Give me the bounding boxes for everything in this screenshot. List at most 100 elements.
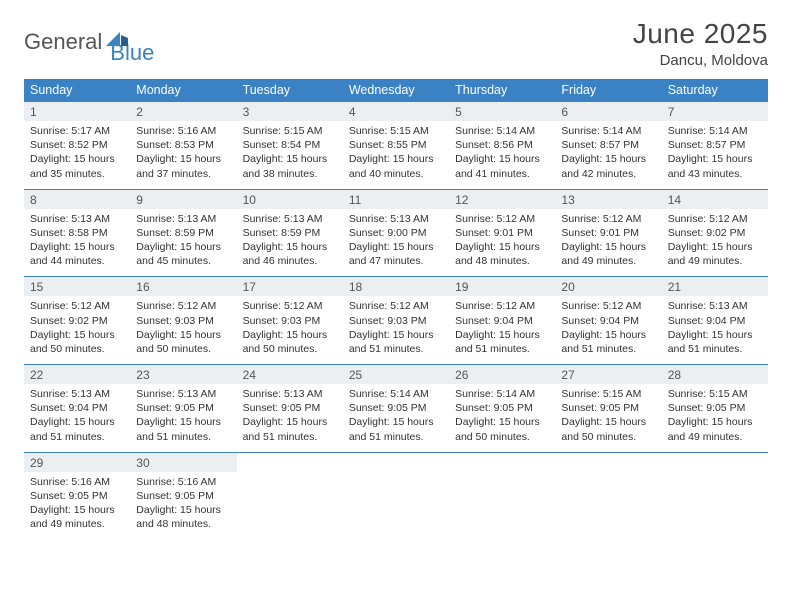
daylight-line-2: and 51 minutes.	[243, 430, 337, 444]
weekday-thursday: Thursday	[449, 79, 555, 102]
day-number-cell: 11	[343, 189, 449, 209]
day-content-cell: Sunrise: 5:12 AMSunset: 9:03 PMDaylight:…	[237, 296, 343, 364]
daylight-line-2: and 50 minutes.	[243, 342, 337, 356]
sunrise-line: Sunrise: 5:13 AM	[136, 212, 230, 226]
sunset-line: Sunset: 9:05 PM	[455, 401, 549, 415]
sunset-line: Sunset: 9:03 PM	[349, 314, 443, 328]
sunrise-line: Sunrise: 5:14 AM	[455, 124, 549, 138]
day-number-cell: 2	[130, 102, 236, 122]
day-content-cell: Sunrise: 5:13 AMSunset: 8:59 PMDaylight:…	[237, 209, 343, 277]
sunrise-line: Sunrise: 5:15 AM	[349, 124, 443, 138]
day-content-cell: Sunrise: 5:15 AMSunset: 9:05 PMDaylight:…	[555, 384, 661, 452]
daynum-row: 2930	[24, 452, 768, 472]
day-number-cell: 18	[343, 277, 449, 297]
sunrise-line: Sunrise: 5:17 AM	[30, 124, 124, 138]
sunrise-line: Sunrise: 5:13 AM	[243, 387, 337, 401]
day-content-cell: Sunrise: 5:14 AMSunset: 8:56 PMDaylight:…	[449, 121, 555, 189]
day-number-cell: 19	[449, 277, 555, 297]
sunset-line: Sunset: 9:05 PM	[136, 401, 230, 415]
daylight-line-1: Daylight: 15 hours	[243, 240, 337, 254]
sunset-line: Sunset: 8:58 PM	[30, 226, 124, 240]
sunrise-line: Sunrise: 5:14 AM	[561, 124, 655, 138]
sunrise-line: Sunrise: 5:16 AM	[30, 475, 124, 489]
content-row: Sunrise: 5:13 AMSunset: 8:58 PMDaylight:…	[24, 209, 768, 277]
daylight-line-2: and 42 minutes.	[561, 167, 655, 181]
day-content-cell: Sunrise: 5:13 AMSunset: 9:04 PMDaylight:…	[662, 296, 768, 364]
daylight-line-2: and 37 minutes.	[136, 167, 230, 181]
day-content-cell: Sunrise: 5:16 AMSunset: 9:05 PMDaylight:…	[24, 472, 130, 540]
daylight-line-1: Daylight: 15 hours	[136, 328, 230, 342]
sunrise-line: Sunrise: 5:12 AM	[136, 299, 230, 313]
sunset-line: Sunset: 8:53 PM	[136, 138, 230, 152]
sunset-line: Sunset: 9:03 PM	[243, 314, 337, 328]
day-content-cell: Sunrise: 5:13 AMSunset: 9:05 PMDaylight:…	[237, 384, 343, 452]
day-number-cell	[555, 452, 661, 472]
daylight-line-1: Daylight: 15 hours	[561, 328, 655, 342]
sunrise-line: Sunrise: 5:16 AM	[136, 475, 230, 489]
daylight-line-1: Daylight: 15 hours	[561, 240, 655, 254]
day-number-cell: 28	[662, 365, 768, 385]
sunrise-line: Sunrise: 5:12 AM	[561, 212, 655, 226]
day-content-cell: Sunrise: 5:12 AMSunset: 9:03 PMDaylight:…	[130, 296, 236, 364]
daylight-line-2: and 46 minutes.	[243, 254, 337, 268]
sunrise-line: Sunrise: 5:12 AM	[455, 212, 549, 226]
day-content-cell: Sunrise: 5:13 AMSunset: 8:58 PMDaylight:…	[24, 209, 130, 277]
sunset-line: Sunset: 8:57 PM	[668, 138, 762, 152]
day-number-cell: 13	[555, 189, 661, 209]
sunrise-line: Sunrise: 5:13 AM	[30, 212, 124, 226]
day-content-cell: Sunrise: 5:12 AMSunset: 9:03 PMDaylight:…	[343, 296, 449, 364]
day-content-cell	[343, 472, 449, 540]
day-content-cell	[555, 472, 661, 540]
day-number-cell: 24	[237, 365, 343, 385]
location-label: Dancu, Moldova	[633, 52, 768, 69]
sunset-line: Sunset: 8:55 PM	[349, 138, 443, 152]
day-number-cell: 16	[130, 277, 236, 297]
daylight-line-2: and 49 minutes.	[668, 254, 762, 268]
daylight-line-2: and 51 minutes.	[136, 430, 230, 444]
day-number-cell: 1	[24, 102, 130, 122]
daylight-line-2: and 49 minutes.	[561, 254, 655, 268]
sunset-line: Sunset: 9:04 PM	[668, 314, 762, 328]
daylight-line-2: and 49 minutes.	[30, 517, 124, 531]
sunset-line: Sunset: 9:05 PM	[561, 401, 655, 415]
daylight-line-2: and 50 minutes.	[561, 430, 655, 444]
title-block: June 2025 Dancu, Moldova	[633, 18, 768, 69]
daylight-line-1: Daylight: 15 hours	[668, 328, 762, 342]
sunset-line: Sunset: 9:04 PM	[561, 314, 655, 328]
sunrise-line: Sunrise: 5:12 AM	[349, 299, 443, 313]
day-content-cell: Sunrise: 5:12 AMSunset: 9:02 PMDaylight:…	[24, 296, 130, 364]
sunrise-line: Sunrise: 5:13 AM	[30, 387, 124, 401]
daylight-line-1: Daylight: 15 hours	[30, 328, 124, 342]
daylight-line-2: and 51 minutes.	[455, 342, 549, 356]
daylight-line-1: Daylight: 15 hours	[30, 503, 124, 517]
daylight-line-2: and 43 minutes.	[668, 167, 762, 181]
day-content-cell: Sunrise: 5:16 AMSunset: 9:05 PMDaylight:…	[130, 472, 236, 540]
day-number-cell: 20	[555, 277, 661, 297]
daylight-line-1: Daylight: 15 hours	[455, 415, 549, 429]
sunset-line: Sunset: 8:57 PM	[561, 138, 655, 152]
day-content-cell: Sunrise: 5:12 AMSunset: 9:02 PMDaylight:…	[662, 209, 768, 277]
day-content-cell: Sunrise: 5:12 AMSunset: 9:04 PMDaylight:…	[555, 296, 661, 364]
weekday-monday: Monday	[130, 79, 236, 102]
sail-icon	[106, 30, 128, 46]
sunrise-line: Sunrise: 5:12 AM	[243, 299, 337, 313]
sunrise-line: Sunrise: 5:13 AM	[349, 212, 443, 226]
sunrise-line: Sunrise: 5:15 AM	[668, 387, 762, 401]
sunrise-line: Sunrise: 5:12 AM	[561, 299, 655, 313]
sunrise-line: Sunrise: 5:15 AM	[243, 124, 337, 138]
weekday-saturday: Saturday	[662, 79, 768, 102]
sunrise-line: Sunrise: 5:14 AM	[455, 387, 549, 401]
day-content-cell: Sunrise: 5:14 AMSunset: 8:57 PMDaylight:…	[555, 121, 661, 189]
daylight-line-1: Daylight: 15 hours	[349, 328, 443, 342]
day-number-cell: 7	[662, 102, 768, 122]
daylight-line-1: Daylight: 15 hours	[136, 240, 230, 254]
day-content-cell: Sunrise: 5:15 AMSunset: 9:05 PMDaylight:…	[662, 384, 768, 452]
sunrise-line: Sunrise: 5:12 AM	[668, 212, 762, 226]
daylight-line-1: Daylight: 15 hours	[136, 503, 230, 517]
daylight-line-2: and 50 minutes.	[455, 430, 549, 444]
daylight-line-1: Daylight: 15 hours	[455, 240, 549, 254]
weekday-wednesday: Wednesday	[343, 79, 449, 102]
daynum-row: 1234567	[24, 102, 768, 122]
daylight-line-1: Daylight: 15 hours	[30, 152, 124, 166]
day-number-cell: 26	[449, 365, 555, 385]
